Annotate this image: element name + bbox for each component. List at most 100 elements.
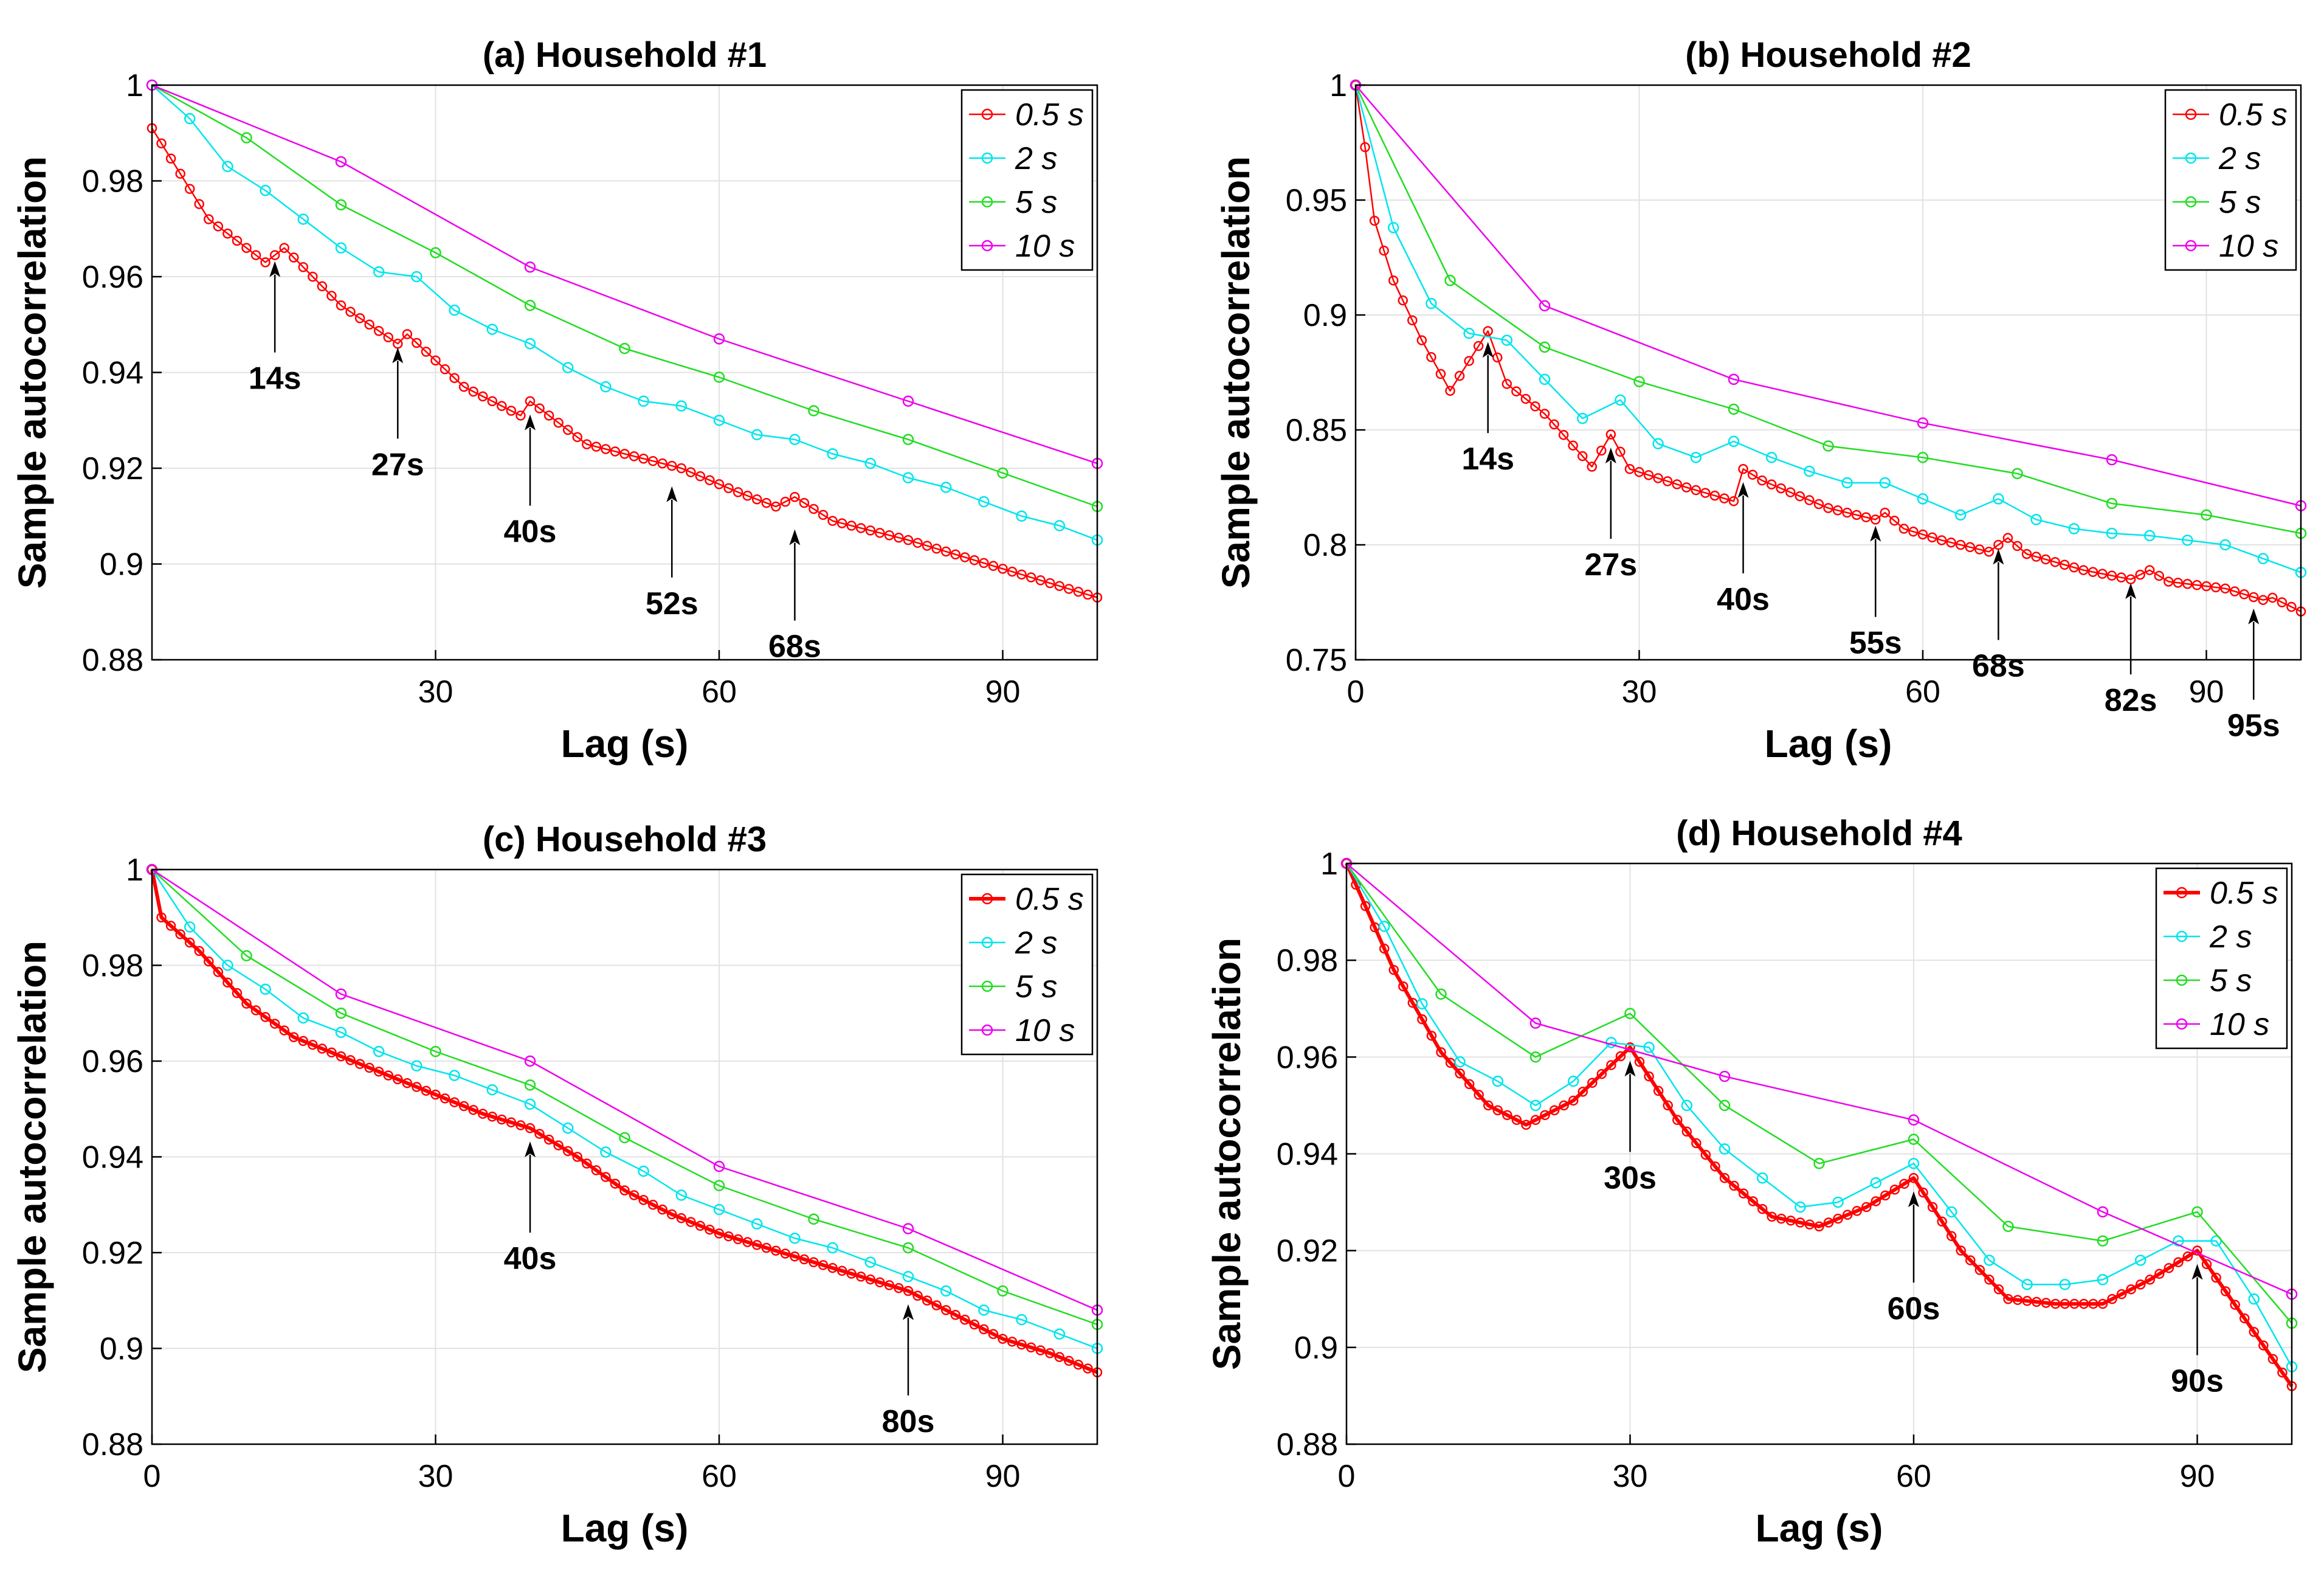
data-point [2191,1206,2203,1218]
data-point [902,1271,914,1282]
data-point [931,1300,942,1310]
panel-4: 0 30 60 90 0.88 0.9 0.92 0.94 0.96 0.98 1 (d) House… [1205,814,2298,1550]
data-point [165,921,176,931]
data-point [1937,1216,1947,1227]
series-line [151,84,1098,508]
data-point [1435,988,1447,1000]
series-line [151,85,1098,541]
data-point [1530,1115,1541,1126]
annotation-arrowhead [1993,548,2004,565]
data-point [1681,1099,1693,1112]
data-point [601,444,611,454]
data-point [1908,1133,1920,1145]
data-point [204,214,214,224]
data-point [2164,1263,2174,1273]
legend-marker [981,1024,993,1036]
annotation-14s: 14s [1461,342,1514,477]
data-point [790,492,800,502]
data-point [638,1165,649,1177]
data-point [449,373,460,383]
data-point [2258,595,2269,605]
data-point [1993,493,2004,505]
annotation-82s: 82s [2105,583,2157,718]
data-point [250,1005,261,1015]
data-point [1064,1355,1074,1366]
series-5ss [146,863,1103,1330]
data-point [856,523,866,533]
data-point [478,1109,488,1119]
data-point [1540,1110,1550,1121]
data-point [1879,477,1891,489]
data-point [1007,566,1018,577]
data-point [818,510,829,521]
data-point [2030,514,2042,525]
data-point [610,446,621,457]
data-point [260,983,271,995]
data-point [2239,589,2249,600]
annotation-arrowhead [2248,608,2260,624]
data-point [940,1285,952,1297]
data-point [1643,1042,1655,1053]
data-point [979,1324,989,1335]
data-point [1606,1060,1616,1070]
data-point [1502,379,1512,389]
data-point [713,372,725,383]
data-point [335,988,347,1000]
x-tick-label: 0 [143,1459,161,1494]
data-point [771,1245,781,1256]
data-point [1880,507,1891,518]
data-point [1851,510,1862,521]
x-axis-label: Lag (s) [1756,1506,1883,1550]
data-point [335,156,347,168]
data-point [1083,1363,1093,1374]
data-point [2022,1296,2032,1306]
data-point [421,1085,432,1096]
x-tick-label: 90 [2189,674,2224,710]
data-point [2012,468,2023,480]
data-point [1653,473,1663,483]
data-point [2267,1354,2278,1365]
data-point [1813,1158,1825,1169]
data-point [572,1152,582,1162]
legend-label: 0.5 s [2210,876,2278,911]
data-point [1539,373,1551,386]
legend: 0.5 s 2 s 5 s 10 s [960,89,1094,271]
data-point [1549,419,1559,430]
data-point [1974,1265,1985,1275]
data-point [780,1248,791,1259]
data-point [713,1180,725,1191]
data-point [2097,1274,2109,1285]
data-point [289,252,299,263]
data-point [1889,1185,1900,1195]
data-point [1007,1337,1018,1347]
data-point [600,381,612,393]
data-point [2068,523,2080,534]
data-point [1756,1172,1768,1184]
series-05ss [147,864,1103,1378]
data-point [1785,487,1796,497]
x-axis-label: Lag (s) [561,722,689,766]
data-point [194,946,204,957]
data-point [232,988,243,998]
data-point [1917,452,1929,463]
data-point [1511,386,1522,396]
data-point [279,243,289,253]
data-point [430,355,441,366]
data-point [2126,1284,2136,1295]
data-point [846,521,857,531]
data-point [402,1078,413,1088]
data-point [515,410,526,421]
data-point [2154,570,2164,581]
data-point [2003,1294,2013,1304]
data-point [2041,1298,2051,1308]
data-point [1502,1110,1512,1121]
data-point [1852,1206,1862,1216]
data-point [184,937,195,948]
data-point [524,1055,536,1067]
data-point [373,326,384,336]
data-point [713,333,725,345]
data-point [865,1274,876,1285]
data-point [213,967,224,977]
data-point [1559,1100,1569,1111]
data-point [733,487,743,497]
